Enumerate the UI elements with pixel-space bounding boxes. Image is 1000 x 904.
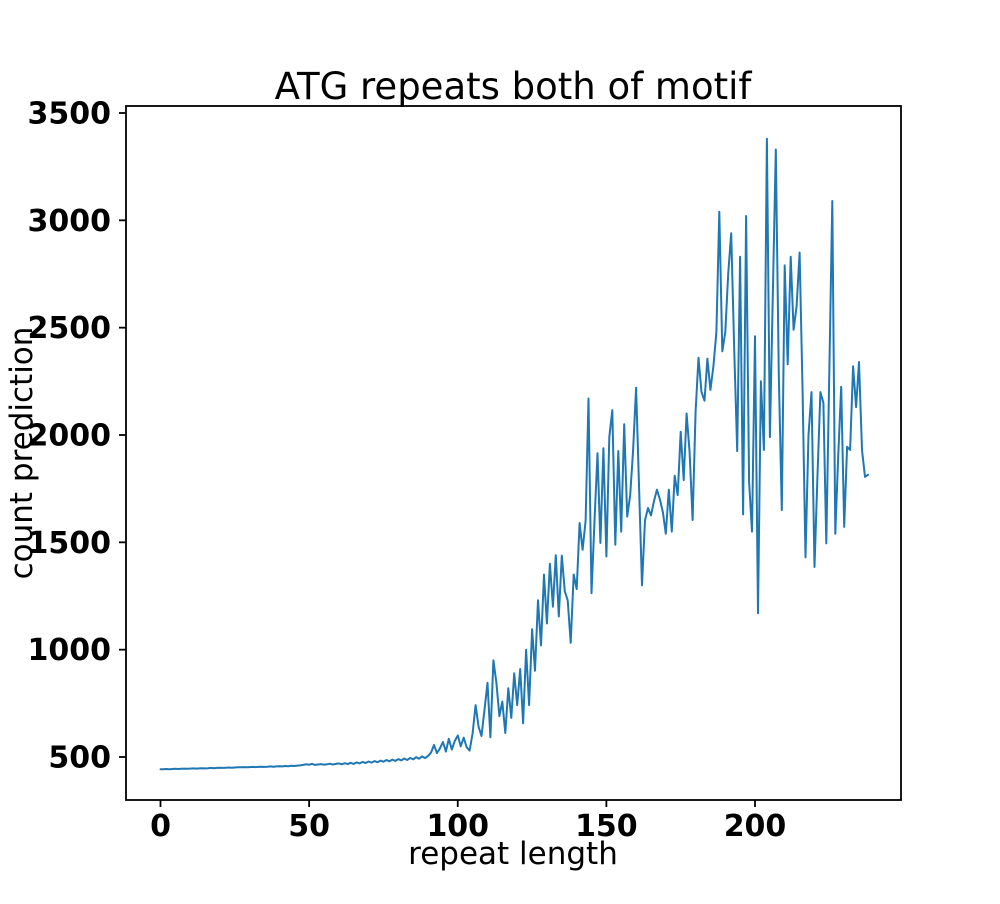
data-line [159, 137, 869, 771]
plot-border [125, 105, 902, 801]
chart-title: ATG repeats both of motif [275, 65, 753, 108]
y-tick-label: 3500 [28, 96, 112, 131]
x-axis-label: repeat length [408, 836, 618, 872]
x-tick-label: 50 [288, 809, 330, 844]
x-tick-label: 100 [426, 809, 489, 844]
y-tick-label: 500 [48, 741, 111, 776]
y-tick-label: 2000 [28, 418, 112, 453]
y-tick-label: 1500 [28, 526, 112, 561]
x-tick-label: 150 [575, 809, 638, 844]
x-axis-ticks: 0 50 100 150 200 [150, 800, 786, 844]
y-axis-label: count prediction [4, 327, 40, 580]
x-tick-label: 0 [150, 809, 171, 844]
x-tick-label: 200 [724, 809, 787, 844]
y-tick-label: 1000 [28, 633, 112, 668]
y-tick-label: 2500 [28, 311, 112, 346]
y-axis-ticks: 500 1000 1500 2000 2500 3000 3500 [28, 96, 126, 776]
y-tick-label: 3000 [28, 204, 112, 239]
